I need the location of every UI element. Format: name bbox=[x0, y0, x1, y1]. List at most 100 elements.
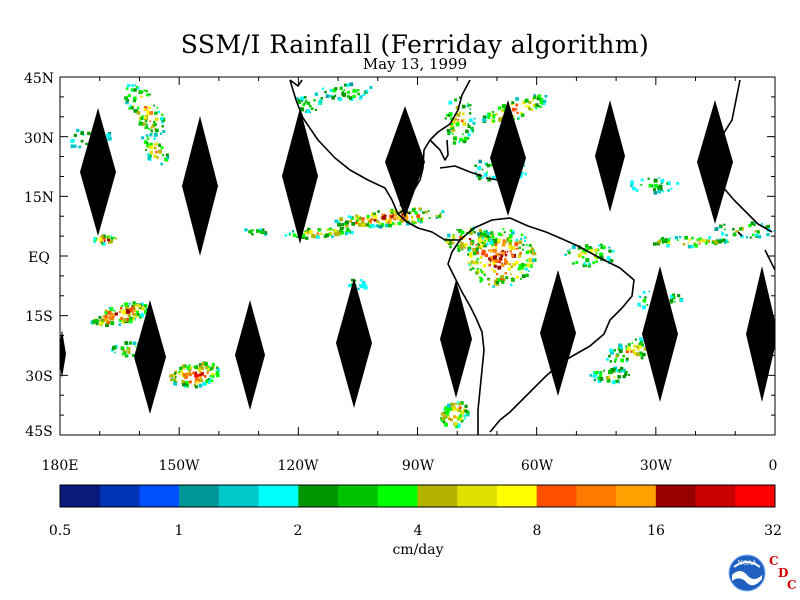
rain-cell bbox=[199, 370, 202, 373]
lat-label-45n: 45N bbox=[24, 71, 54, 87]
orbit-gap-diamond bbox=[746, 266, 775, 402]
rain-cell bbox=[658, 177, 660, 179]
rain-cell bbox=[251, 229, 254, 232]
rain-cell bbox=[189, 366, 193, 369]
rain-cell bbox=[638, 295, 640, 298]
rain-cell bbox=[388, 223, 392, 228]
rain-cell bbox=[509, 229, 513, 232]
colorbar-tick-1: 1 bbox=[175, 523, 184, 539]
rain-cell bbox=[411, 215, 414, 218]
rain-cell bbox=[347, 95, 350, 98]
rain-cell bbox=[660, 179, 665, 183]
rain-cell bbox=[146, 112, 150, 115]
rain-cell bbox=[599, 372, 603, 376]
rain-cell bbox=[633, 344, 637, 348]
rain-cell bbox=[124, 96, 128, 100]
rain-cell bbox=[522, 248, 524, 251]
rain-cell bbox=[520, 278, 522, 280]
rain-cell bbox=[106, 133, 111, 138]
rain-cell bbox=[528, 100, 532, 104]
rain-cell bbox=[585, 258, 590, 263]
rain-cell bbox=[201, 362, 206, 366]
rain-cell bbox=[102, 315, 105, 318]
rain-cell bbox=[594, 256, 598, 260]
rain-cell bbox=[535, 103, 539, 107]
rain-cell bbox=[317, 228, 320, 230]
rain-cell bbox=[125, 87, 129, 90]
cdc-letter-c1: C bbox=[769, 554, 779, 568]
rain-cell bbox=[470, 129, 473, 132]
rain-cell bbox=[484, 162, 487, 165]
rain-cell bbox=[381, 213, 385, 217]
rain-cell bbox=[129, 316, 133, 321]
rain-cell bbox=[492, 258, 495, 262]
rain-cell bbox=[521, 171, 524, 175]
rain-cell bbox=[450, 418, 453, 422]
rain-cell bbox=[149, 111, 154, 115]
rain-cell bbox=[345, 230, 348, 232]
rain-cell bbox=[307, 233, 309, 235]
rain-cell bbox=[679, 298, 684, 302]
rain-cell bbox=[596, 376, 600, 380]
rain-cell bbox=[153, 104, 155, 107]
rain-cell bbox=[113, 236, 116, 239]
rain-cell bbox=[185, 380, 189, 384]
rain-cell bbox=[477, 237, 482, 242]
rain-cell bbox=[610, 259, 614, 263]
rain-cell bbox=[510, 245, 515, 250]
rain-cell bbox=[104, 314, 108, 318]
rain-cell bbox=[527, 107, 531, 110]
rain-cell bbox=[619, 366, 624, 371]
rain-cell bbox=[516, 275, 519, 279]
rain-cell bbox=[194, 374, 198, 377]
rain-cell bbox=[358, 216, 362, 221]
rain-cell bbox=[453, 129, 456, 132]
rain-cell bbox=[498, 260, 501, 264]
rain-cell bbox=[259, 231, 263, 234]
rain-cell bbox=[321, 87, 325, 90]
rain-cell bbox=[482, 118, 486, 123]
rain-cell bbox=[613, 376, 616, 379]
rain-cell bbox=[304, 231, 307, 234]
rain-cell bbox=[658, 184, 663, 189]
rain-cell bbox=[751, 233, 755, 237]
rain-cell bbox=[157, 129, 159, 132]
lon-label-90w: 90W bbox=[402, 458, 435, 474]
rain-cell bbox=[676, 181, 680, 185]
rain-cell bbox=[504, 257, 507, 260]
rain-cell bbox=[143, 89, 146, 92]
rain-cell bbox=[141, 122, 146, 126]
rain-cell bbox=[672, 296, 676, 300]
rain-cell bbox=[341, 223, 345, 227]
rain-cell bbox=[103, 319, 106, 322]
rain-cell bbox=[73, 133, 77, 137]
rain-cell bbox=[166, 156, 170, 159]
rain-cell bbox=[622, 368, 626, 373]
rain-cell bbox=[614, 379, 619, 383]
rain-cell bbox=[127, 305, 130, 307]
rain-cell bbox=[305, 236, 309, 240]
rain-cell bbox=[126, 310, 130, 314]
rain-cell bbox=[112, 345, 116, 349]
rain-cell bbox=[381, 223, 385, 227]
rain-cell bbox=[595, 252, 598, 255]
rain-cell bbox=[207, 367, 210, 370]
rain-cell bbox=[391, 222, 395, 225]
rain-cell bbox=[194, 365, 199, 369]
rain-cell bbox=[346, 228, 350, 232]
rain-cell bbox=[304, 96, 307, 99]
rain-cell bbox=[204, 362, 208, 366]
rain-cell bbox=[472, 251, 477, 256]
rain-cell bbox=[346, 227, 349, 231]
rain-cell bbox=[510, 273, 512, 275]
rain-cell bbox=[633, 351, 637, 356]
rain-cell bbox=[469, 254, 473, 258]
rain-cell bbox=[699, 237, 702, 240]
rain-cell bbox=[618, 368, 622, 373]
rain-cell bbox=[502, 228, 505, 230]
rain-cell bbox=[517, 255, 521, 258]
rain-cell bbox=[195, 373, 199, 377]
rain-cell bbox=[156, 156, 159, 159]
rain-cell bbox=[417, 218, 420, 221]
rain-cell bbox=[325, 95, 329, 98]
